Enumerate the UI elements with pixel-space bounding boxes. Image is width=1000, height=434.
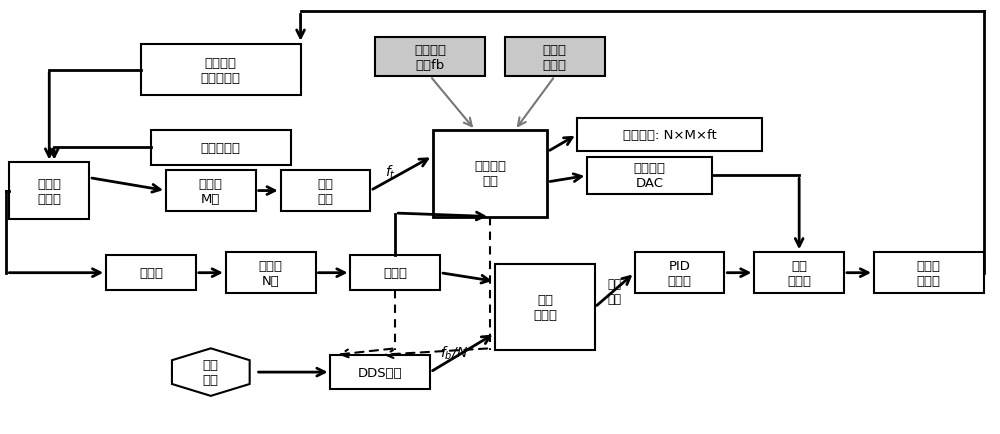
Bar (375, 38, 485, 77)
Bar (281, 171, 370, 212)
Polygon shape (172, 349, 250, 396)
Text: 功分器: 功分器 (383, 266, 407, 279)
Text: 放大器: 放大器 (139, 266, 163, 279)
Bar (587, 158, 712, 194)
Text: 测频
模块: 测频 模块 (317, 177, 333, 205)
Bar (350, 256, 440, 290)
Bar (330, 355, 430, 389)
Bar (495, 264, 595, 351)
Text: 中心主控
模块: 中心主控 模块 (474, 160, 506, 188)
Bar (9, 163, 89, 219)
Bar (166, 171, 256, 212)
Text: 误差
信号: 误差 信号 (608, 277, 622, 306)
Text: 鉴频
鉴相器: 鉴频 鉴相器 (533, 293, 557, 322)
Text: 分频器
M倍: 分频器 M倍 (199, 177, 223, 205)
Text: 参考
时钟: 参考 时钟 (203, 358, 219, 386)
Text: 频偏大小
输入fb: 频偏大小 输入fb (414, 43, 446, 72)
Text: 参考激光器: 参考激光器 (201, 141, 241, 155)
Bar (151, 131, 291, 165)
Text: $f_b$/N: $f_b$/N (440, 344, 468, 362)
Bar (635, 253, 724, 293)
Text: 电压
加法器: 电压 加法器 (787, 259, 811, 287)
Text: 驱动转
换模块: 驱动转 换模块 (917, 259, 941, 287)
Bar (106, 256, 196, 290)
Text: 拍频显示: N×M×ft: 拍频显示: N×M×ft (623, 128, 716, 141)
Bar (141, 45, 301, 96)
Bar (577, 119, 762, 151)
Text: 拍频探
测模块: 拍频探 测模块 (37, 177, 61, 205)
Bar (754, 253, 844, 293)
Text: 锁频开
关信号: 锁频开 关信号 (543, 43, 567, 72)
Text: 待锁定的
光纤激光器: 待锁定的 光纤激光器 (201, 56, 241, 84)
Bar (226, 253, 316, 293)
Bar (505, 38, 605, 77)
Bar (433, 131, 547, 217)
Text: 数模转换
DAC: 数模转换 DAC (634, 162, 666, 190)
Text: 分频器
N倍: 分频器 N倍 (259, 259, 283, 287)
Text: PID
控制器: PID 控制器 (668, 259, 692, 287)
Text: $f_t$: $f_t$ (385, 163, 396, 181)
Bar (874, 253, 984, 293)
Text: DDS模块: DDS模块 (358, 366, 403, 379)
